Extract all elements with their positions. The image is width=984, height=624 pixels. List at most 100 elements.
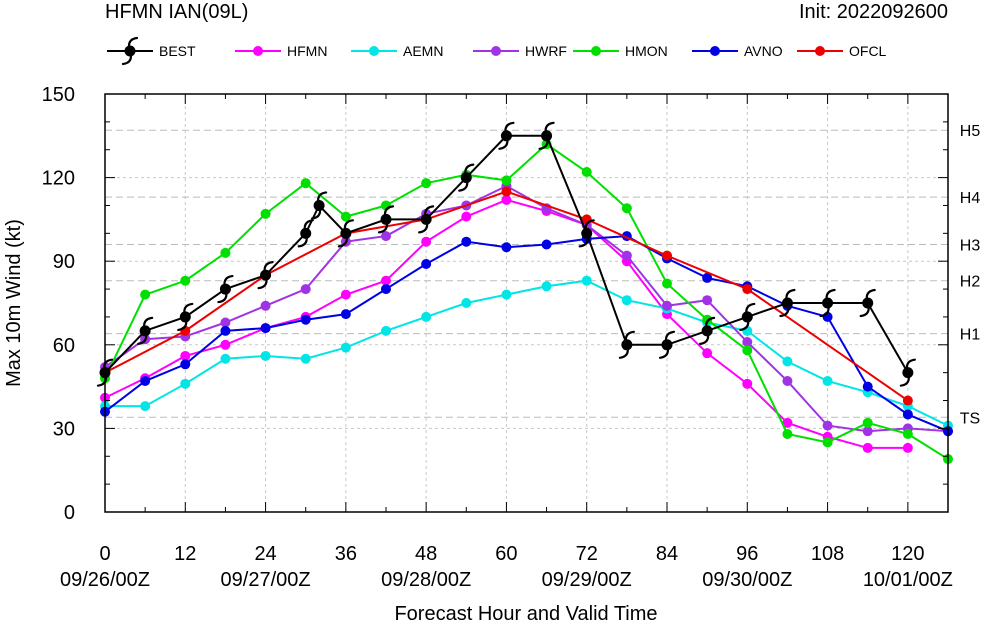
hurricane-marker (739, 302, 756, 332)
data-point (421, 178, 432, 189)
series-hwrf (100, 180, 953, 437)
hurricane-marker (257, 261, 274, 290)
legend: BEST HFMN AEMN HWRF HMON AVNO OFCL (107, 36, 887, 66)
hurricane-marker (819, 288, 836, 318)
y-tick-label: 30 (53, 418, 75, 440)
data-point (340, 289, 351, 300)
x-tick-label: 24 (254, 543, 276, 565)
data-point (501, 242, 512, 253)
legend-item-aemn: AEMN (351, 43, 443, 59)
data-point (501, 289, 512, 300)
x-tick-label: 48 (415, 543, 437, 565)
data-point (180, 275, 191, 286)
legend-label: BEST (159, 43, 196, 59)
data-point (220, 247, 231, 258)
legend-label: HMON (625, 43, 668, 59)
data-point (541, 239, 552, 250)
category-label: H2 (960, 274, 981, 291)
chart-title: HFMN IAN(09L) (105, 1, 248, 23)
data-point (742, 337, 753, 348)
legend-marker (815, 46, 825, 56)
data-point (662, 250, 672, 261)
y-tick-label: 120 (42, 168, 75, 190)
series-hmon (100, 139, 953, 465)
axes: 0 30 60 90 120 150 0 12 24 36 48 60 72 84 96 108 120 09/2… (42, 84, 953, 591)
legend-marker (253, 46, 263, 56)
category-label: H5 (960, 123, 981, 140)
data-point (862, 417, 873, 428)
x-tick-label: 120 (891, 543, 924, 565)
hurricane-marker (418, 205, 435, 234)
hurricane-marker (177, 302, 194, 332)
data-point (381, 231, 391, 242)
data-point (742, 378, 753, 389)
category-label: TS (960, 410, 980, 427)
hurricane-marker (310, 191, 328, 220)
series-line-aemn (105, 279, 949, 427)
legend-label: HWRF (525, 43, 567, 59)
data-point (421, 236, 432, 247)
series-line-hmon (104, 142, 949, 460)
data-point (662, 278, 672, 289)
x-date-label: 10/01/00Z (863, 569, 953, 591)
data-point (340, 342, 351, 353)
data-point (702, 348, 713, 359)
data-point (862, 381, 873, 392)
data-point (862, 426, 873, 437)
data-point (742, 345, 753, 356)
data-point (381, 284, 391, 295)
legend-label: AEMN (403, 43, 443, 59)
hurricane-marker (578, 219, 595, 248)
data-point (662, 300, 672, 311)
x-date-label: 09/27/00Z (221, 569, 311, 591)
data-point (461, 211, 472, 222)
series-best (96, 121, 916, 387)
hurricane-marker (899, 358, 916, 387)
data-point (461, 298, 472, 308)
data-point (621, 203, 632, 214)
data-point (782, 376, 793, 387)
data-point (180, 350, 191, 361)
x-date-label: 09/30/00Z (702, 569, 792, 591)
data-point (260, 300, 271, 311)
data-point (702, 295, 713, 306)
y-tick-label: 90 (53, 251, 75, 273)
legend-marker (591, 46, 601, 56)
x-tick-label: 12 (174, 543, 196, 565)
data-point (782, 356, 793, 367)
data-point (140, 289, 151, 300)
data-point (220, 339, 231, 350)
x-tick-label: 96 (736, 543, 758, 565)
hurricane-marker (498, 121, 515, 150)
data-point (541, 281, 552, 292)
y-axis-label: Max 10m Wind (kt) (3, 219, 25, 387)
x-date-label: 09/29/00Z (542, 569, 632, 591)
legend-label: OFCL (849, 43, 887, 59)
data-point (702, 314, 713, 325)
data-point (621, 250, 632, 261)
series-line-best (104, 134, 909, 374)
data-point (501, 186, 512, 197)
hurricane-marker (137, 316, 154, 345)
init-label: Init: 2022092600 (799, 1, 948, 23)
hurricane-marker (377, 205, 395, 234)
data-point (461, 236, 472, 247)
category-label: H4 (960, 190, 981, 207)
data-point (782, 417, 793, 428)
x-axis-label: Forecast Hour and Valid Time (394, 603, 657, 624)
data-point (702, 272, 713, 283)
legend-item-ofcl: OFCL (797, 43, 887, 59)
legend-label: AVNO (744, 43, 783, 59)
legend-item-hwrf: HWRF (473, 43, 567, 59)
hurricane-marker (337, 219, 354, 248)
data-point (381, 275, 391, 286)
hurricane-marker (217, 274, 234, 304)
data-point (140, 401, 151, 412)
legend-label: HFMN (287, 43, 327, 59)
hurricane-marker (859, 288, 876, 318)
data-point (421, 258, 432, 269)
hurricane-marker (658, 330, 676, 359)
hurricane-marker (779, 288, 796, 318)
data-point (421, 311, 432, 322)
